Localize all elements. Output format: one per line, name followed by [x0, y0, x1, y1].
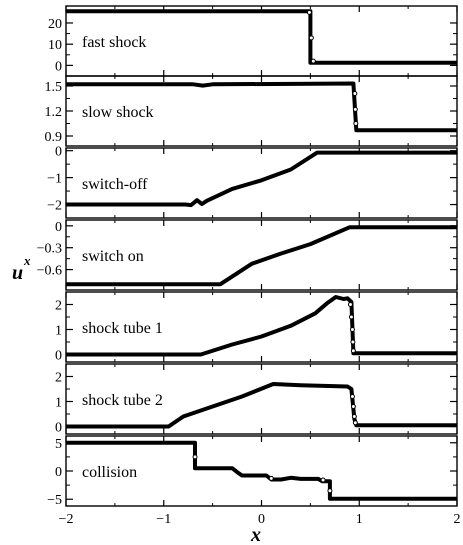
panel-7: −5 0 5 collision — [47, 435, 458, 508]
x-axis-title: x — [250, 524, 261, 545]
data-point — [268, 475, 274, 481]
panel-4: −0.6 −0.3 0 switch on — [37, 219, 458, 291]
y-tick-label: 1.5 — [45, 80, 63, 95]
data-point — [351, 414, 357, 419]
data-point — [306, 9, 312, 15]
data-point — [352, 91, 358, 96]
panel-1: 0 10 20 fast shock — [48, 5, 458, 77]
series-line — [66, 440, 457, 501]
data-point — [348, 314, 354, 320]
data-point — [347, 302, 353, 307]
data-point — [352, 420, 358, 426]
series-line — [66, 295, 457, 357]
data-point — [350, 404, 356, 409]
y-axis-title: u — [12, 262, 23, 284]
panel-6: 0 1 2 shock tube 2 — [55, 363, 458, 436]
data-point — [349, 394, 355, 399]
panel-label: slow shock — [82, 104, 154, 121]
y-tick-label: 2 — [55, 371, 62, 386]
panel-label: switch on — [82, 248, 144, 265]
y-tick-label: 0 — [55, 145, 62, 160]
series-line — [66, 382, 457, 429]
y-tick-label: 0 — [55, 59, 62, 74]
y-tick-label: −1 — [47, 172, 62, 187]
panel-2: 0.9 1.2 1.5 slow shock — [45, 75, 458, 147]
series-line — [66, 225, 457, 287]
y-tick-label: −2 — [47, 199, 62, 214]
panel-label: shock tube 1 — [82, 320, 163, 337]
y-tick-label: 20 — [48, 17, 62, 32]
panel-label: collision — [82, 464, 137, 481]
y-tick-label: 0 — [55, 349, 62, 364]
x-tick-label: 0 — [258, 512, 265, 527]
y-tick-label: −5 — [47, 493, 62, 508]
y-tick-label: −0.6 — [37, 264, 62, 279]
series-line — [66, 81, 457, 133]
x-tick-label: 2 — [454, 512, 461, 527]
panel-5: 0 1 2 shock tube 1 — [55, 291, 458, 364]
data-point — [349, 327, 355, 332]
x-tick-label: 1 — [356, 512, 363, 527]
data-point — [327, 488, 333, 494]
data-point — [192, 454, 198, 460]
y-tick-label: 1 — [55, 324, 62, 339]
y-tick-label: 2 — [55, 299, 62, 314]
x-tick-label: −2 — [59, 512, 74, 527]
y-tick-label: 0.9 — [45, 130, 63, 145]
data-point — [350, 339, 356, 345]
y-tick-label: 1.2 — [45, 105, 63, 120]
panel-label: fast shock — [82, 34, 146, 51]
data-point — [350, 348, 356, 354]
series-line — [66, 150, 457, 208]
y-tick-label: 5 — [55, 437, 62, 452]
y-tick-label: 10 — [48, 38, 62, 53]
data-point — [353, 121, 359, 126]
panel-3: −2 −1 0 switch-off — [47, 145, 458, 219]
y-axis-title-superscript: x — [23, 253, 31, 268]
y-tick-label: 0 — [55, 465, 62, 480]
panel-label: shock tube 2 — [82, 392, 163, 409]
data-point — [352, 106, 358, 112]
panel-label: switch-off — [82, 176, 148, 193]
x-tick-label: −1 — [156, 512, 171, 527]
y-tick-label: 0 — [55, 220, 62, 235]
data-point — [320, 477, 326, 483]
x-axis: −2 −1 0 1 2 — [59, 512, 461, 527]
y-tick-label: 1 — [55, 396, 62, 411]
y-tick-label: 0 — [55, 421, 62, 436]
data-point — [310, 58, 316, 64]
y-tick-label: −0.3 — [37, 242, 62, 257]
data-point — [308, 35, 314, 41]
